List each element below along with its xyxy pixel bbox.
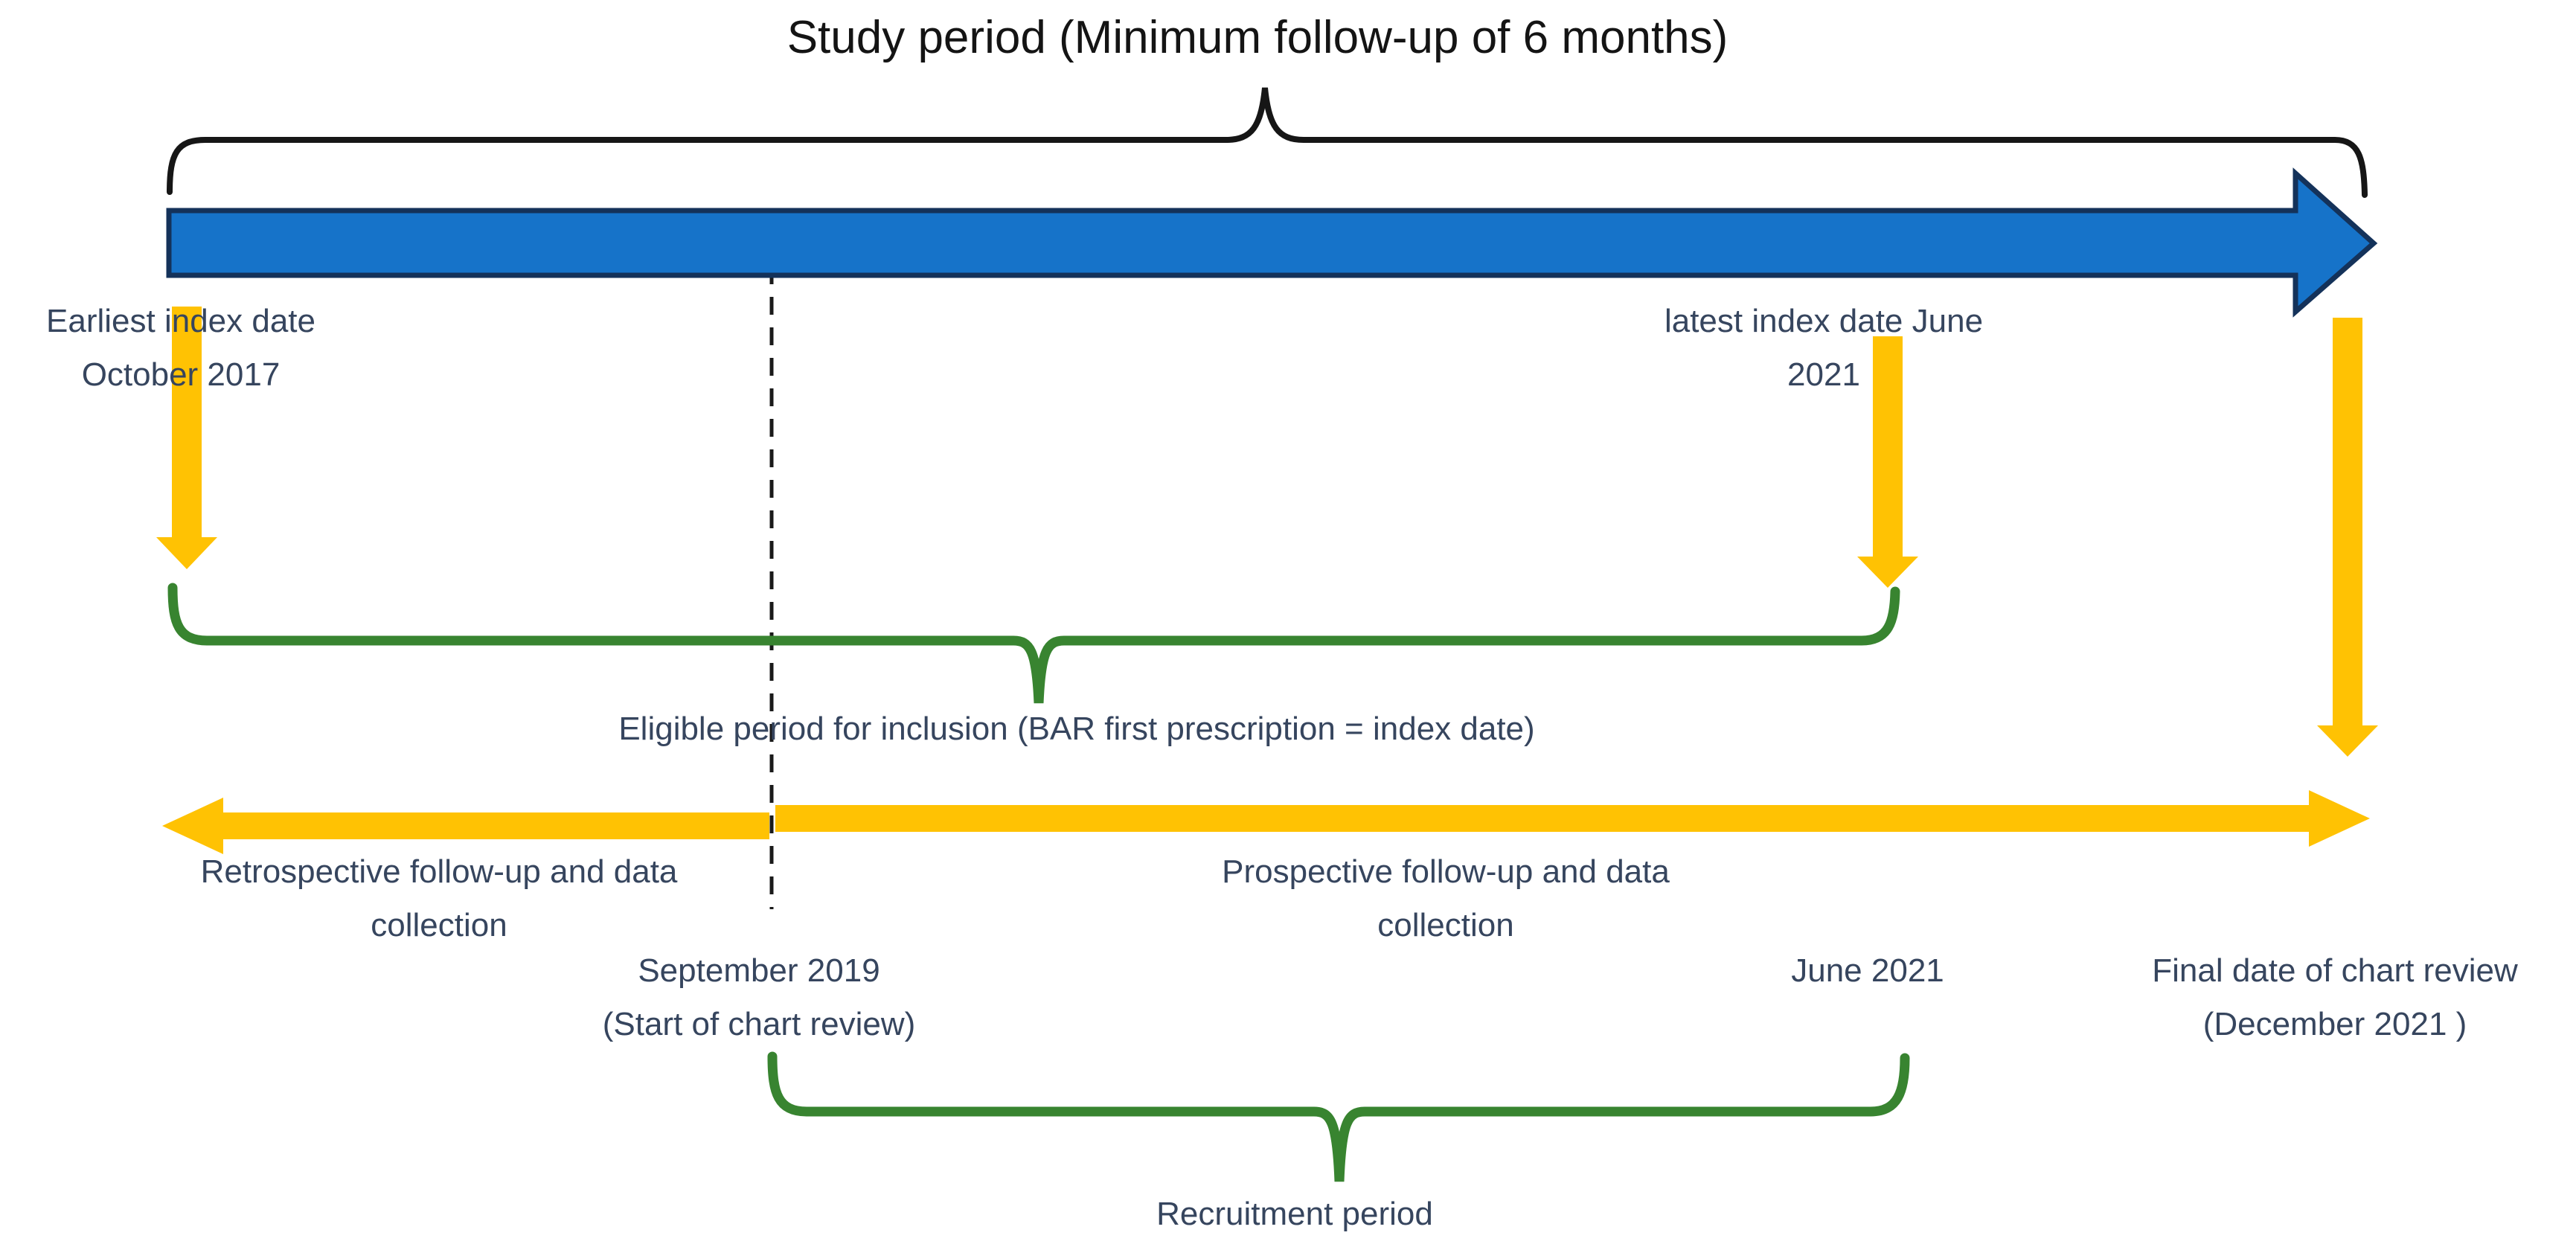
label-final-chart-review: Final date of chart review (December 202… (2152, 944, 2518, 1051)
label-earliest-index-date: Earliest index date October 2017 (46, 295, 315, 402)
label-eligible-period: Eligible period for inclusion (BAR first… (618, 711, 1535, 747)
study-period-brace (167, 87, 2368, 198)
timeline-arrow (166, 167, 2378, 318)
earliest-index-down-arrow (156, 307, 217, 569)
retrospective-arrow (162, 798, 769, 854)
label-recruitment-end: June 2021 (1791, 952, 1944, 989)
label-retrospective-line2: collection (371, 907, 507, 943)
label-final-chart-review-line1: Final date of chart review (2152, 952, 2518, 989)
label-latest-index-date-line2: 2021 (1787, 356, 1860, 393)
label-recruitment-period: Recruitment period (1156, 1196, 1433, 1232)
label-earliest-index-date-line1: Earliest index date (46, 303, 315, 339)
label-chart-review-start-line2: (Start of chart review) (602, 1006, 916, 1042)
label-chart-review-start: September 2019 (Start of chart review) (603, 944, 916, 1051)
prospective-arrow (775, 790, 2370, 847)
label-earliest-index-date-line2: October 2017 (81, 356, 281, 393)
label-prospective-line1: Prospective follow-up and data (1222, 853, 1670, 890)
latest-index-down-arrow (1857, 336, 1918, 588)
label-prospective-line2: collection (1377, 907, 1514, 943)
recruitment-period-brace (767, 1051, 1910, 1182)
eligible-period-brace (167, 583, 1900, 704)
label-chart-review-start-line1: September 2019 (638, 952, 880, 989)
label-prospective: Prospective follow-up and data collectio… (1222, 845, 1670, 952)
label-latest-index-date: latest index date June 2021 (1665, 295, 1983, 402)
label-retrospective-line1: Retrospective follow-up and data (200, 853, 678, 890)
label-final-chart-review-line2: (December 2021 ) (2202, 1006, 2467, 1042)
final-chart-review-down-arrow (2317, 318, 2378, 757)
diagram-title: Study period (Minimum follow-up of 6 mon… (786, 12, 1728, 63)
label-latest-index-date-line1: latest index date June (1664, 303, 1984, 339)
label-retrospective: Retrospective follow-up and data collect… (201, 845, 678, 952)
